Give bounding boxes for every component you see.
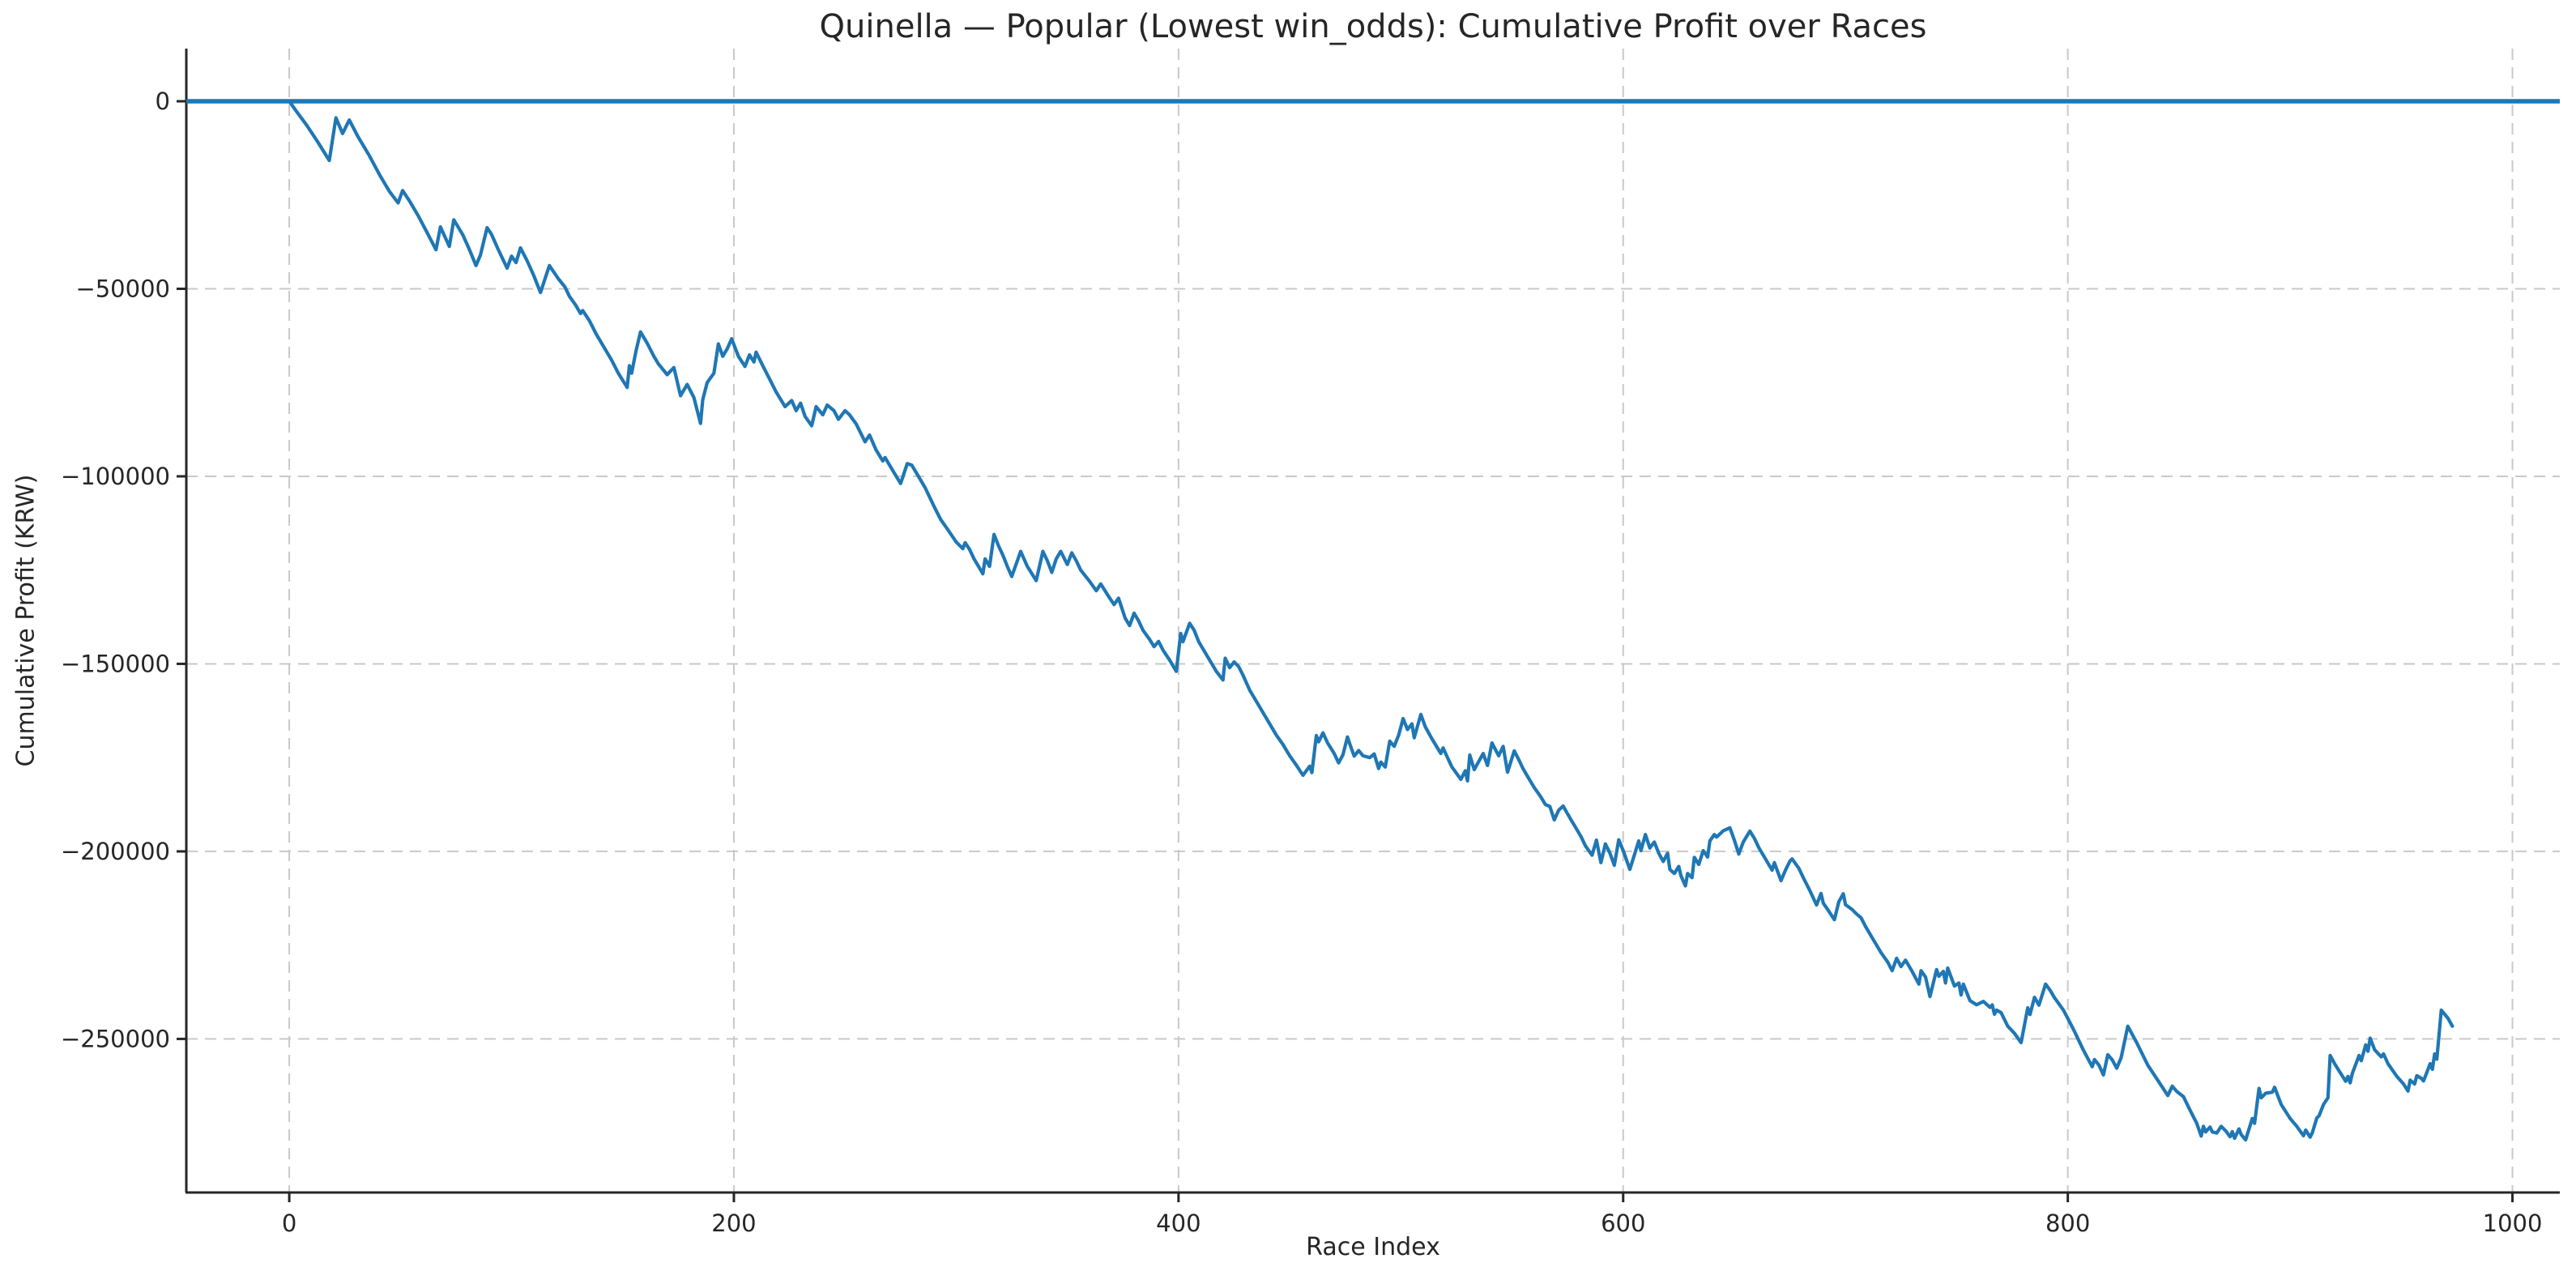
y-tick-label: −150000 xyxy=(61,650,170,677)
y-axis-label: Cumulative Profit (KRW) xyxy=(11,474,41,767)
x-tick-label: 600 xyxy=(1601,1210,1645,1237)
x-tick-label: 200 xyxy=(711,1210,756,1237)
x-tick-label: 0 xyxy=(282,1210,296,1237)
chart-title: Quinella — Popular (Lowest win_odds): Cu… xyxy=(819,8,1927,45)
x-axis-label: Race Index xyxy=(1306,1233,1440,1261)
y-tick-label: −250000 xyxy=(61,1025,170,1052)
cumulative-profit-line xyxy=(288,99,2454,1142)
x-tick-label: 400 xyxy=(1156,1210,1201,1237)
y-tick-label: −200000 xyxy=(61,838,170,865)
y-tick-label: −100000 xyxy=(61,463,170,490)
x-tick-label: 800 xyxy=(2045,1210,2090,1237)
y-tick-label: 0 xyxy=(156,87,170,115)
y-tick-label: −50000 xyxy=(75,275,170,302)
x-tick-label: 1000 xyxy=(2483,1210,2543,1237)
